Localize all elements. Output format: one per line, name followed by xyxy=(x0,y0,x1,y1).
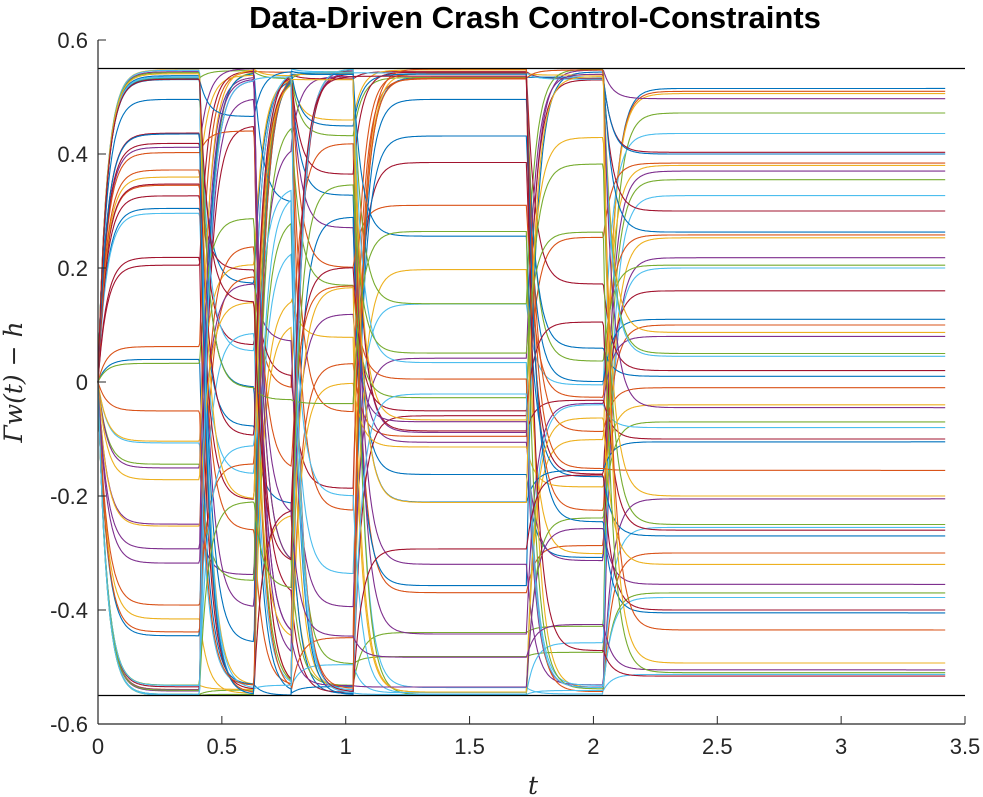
y-tick-label: -0.4 xyxy=(50,598,88,623)
series-line xyxy=(97,69,946,689)
series-line xyxy=(97,78,946,694)
series-line xyxy=(97,70,946,635)
series-layer xyxy=(97,68,946,696)
chart-title: Data-Driven Crash Control-Constraints xyxy=(249,0,821,35)
y-axis-label: Γw(t) − h xyxy=(0,321,28,443)
series-line xyxy=(97,74,946,681)
series-line xyxy=(97,76,946,696)
series-line xyxy=(97,256,946,690)
series-line xyxy=(97,78,946,606)
x-tick-label: 0 xyxy=(92,734,104,759)
x-tick-label: 3 xyxy=(835,734,847,759)
series-line xyxy=(97,189,946,691)
series-line xyxy=(97,75,946,692)
x-tick-label: 2 xyxy=(587,734,599,759)
series-line xyxy=(97,112,946,695)
series-line xyxy=(97,69,946,687)
x-axis-label: t xyxy=(528,771,539,797)
series-line xyxy=(97,127,946,696)
series-line xyxy=(97,130,946,693)
y-tick-label: 0 xyxy=(76,370,88,395)
series-line xyxy=(97,71,946,696)
y-ticks: -0.6 -0.4 -0.2 0 0.2 0.4 0.6 xyxy=(50,28,106,737)
series-line xyxy=(97,184,946,691)
series-line xyxy=(97,80,946,558)
x-tick-label: 1 xyxy=(340,734,352,759)
series-line xyxy=(97,71,946,500)
series-line xyxy=(97,72,946,692)
y-tick-label: 0.4 xyxy=(57,142,88,167)
series-line xyxy=(97,75,946,677)
series-line xyxy=(97,80,946,576)
series-line xyxy=(97,68,946,695)
series-line xyxy=(97,71,946,383)
x-tick-label: 0.5 xyxy=(207,734,238,759)
y-tick-label: 0.2 xyxy=(57,256,88,281)
series-line xyxy=(97,73,946,695)
series-line xyxy=(97,73,946,664)
series-line xyxy=(97,69,946,607)
series-line xyxy=(97,90,946,691)
series-line xyxy=(97,69,946,689)
series-line xyxy=(97,70,946,537)
series-line xyxy=(97,162,946,685)
series-line xyxy=(97,72,946,690)
series-line xyxy=(97,77,946,581)
series-line xyxy=(97,68,946,688)
x-tick-label: 3.5 xyxy=(950,734,981,759)
series-line xyxy=(97,78,946,671)
y-tick-label: -0.2 xyxy=(50,484,88,509)
x-ticks: 0 0.5 1 1.5 2 2.5 3 3.5 xyxy=(92,716,980,759)
series-line xyxy=(97,73,946,608)
x-tick-label: 2.5 xyxy=(702,734,733,759)
constraint-bounds xyxy=(98,67,965,697)
series-line xyxy=(97,68,946,497)
y-tick-label: -0.6 xyxy=(50,712,88,737)
series-line xyxy=(97,161,946,489)
y-tick-label: 0.6 xyxy=(57,28,88,53)
series-line xyxy=(97,287,946,693)
series-line xyxy=(97,69,946,383)
series-line xyxy=(97,70,946,686)
series-line xyxy=(97,73,946,695)
x-tick-label: 1.5 xyxy=(454,734,485,759)
